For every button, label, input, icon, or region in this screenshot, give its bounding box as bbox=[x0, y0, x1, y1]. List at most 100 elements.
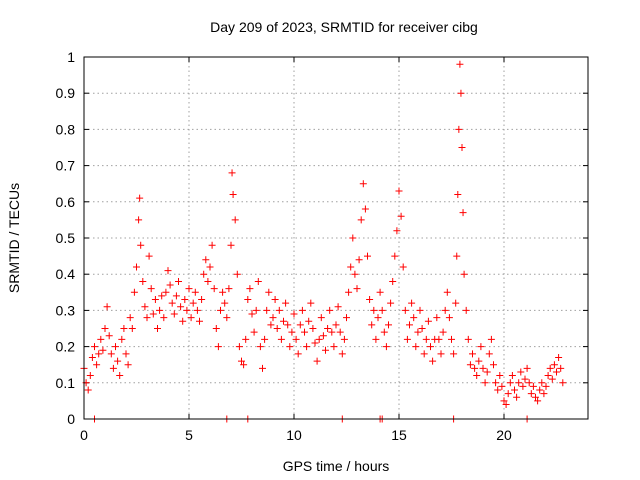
data-point bbox=[109, 364, 117, 372]
data-point bbox=[517, 368, 525, 376]
data-point bbox=[93, 361, 101, 369]
data-point bbox=[107, 350, 115, 358]
data-point bbox=[490, 361, 497, 369]
data-point bbox=[175, 277, 182, 285]
data-point bbox=[368, 321, 376, 329]
plot-frame bbox=[83, 56, 589, 420]
data-point bbox=[380, 328, 388, 336]
data-point bbox=[233, 270, 241, 278]
data-point bbox=[248, 310, 256, 318]
x-axis-label: GPS time / hours bbox=[283, 458, 390, 474]
y-axis-ticks: 0 0.1 0.2 0.3 0.4 0.5 0.6 0.7 0.8 0.9 1 bbox=[56, 49, 588, 427]
data-point bbox=[280, 317, 287, 325]
data-point bbox=[443, 288, 451, 296]
data-point bbox=[532, 393, 539, 401]
data-point bbox=[351, 270, 359, 278]
data-point bbox=[282, 299, 290, 307]
data-point bbox=[519, 382, 527, 390]
x-tick-label: 10 bbox=[286, 427, 302, 443]
data-point bbox=[168, 299, 176, 307]
data-point bbox=[317, 314, 325, 322]
data-point bbox=[143, 314, 151, 322]
data-point bbox=[454, 191, 462, 199]
data-point bbox=[88, 353, 96, 361]
y-tick-label: 0.5 bbox=[56, 230, 76, 246]
data-point bbox=[540, 390, 548, 398]
data-point bbox=[473, 372, 481, 380]
data-point bbox=[345, 288, 353, 296]
data-point bbox=[536, 386, 544, 394]
data-point bbox=[259, 364, 266, 372]
y-axis-label: SRMTID / TECUs bbox=[6, 183, 22, 293]
data-point bbox=[235, 343, 243, 351]
data-point bbox=[133, 263, 140, 271]
y-tick-label: 0.7 bbox=[56, 158, 76, 174]
data-point bbox=[485, 350, 493, 358]
data-point bbox=[130, 288, 138, 296]
data-point bbox=[149, 310, 157, 318]
data-point bbox=[267, 321, 275, 329]
data-point bbox=[254, 277, 262, 285]
data-point bbox=[219, 288, 227, 296]
data-point bbox=[457, 89, 465, 97]
data-point bbox=[401, 306, 409, 314]
data-point bbox=[498, 382, 506, 390]
data-point bbox=[336, 328, 344, 336]
data-point bbox=[214, 343, 222, 351]
data-point bbox=[221, 299, 229, 307]
data-point bbox=[193, 306, 201, 314]
data-point bbox=[456, 60, 464, 68]
data-point bbox=[164, 267, 172, 275]
data-point bbox=[158, 292, 166, 300]
data-point bbox=[487, 335, 495, 343]
data-point bbox=[555, 353, 563, 361]
data-point bbox=[189, 299, 197, 307]
data-point bbox=[252, 306, 260, 314]
data-point bbox=[217, 306, 224, 314]
data-point bbox=[183, 306, 191, 314]
data-point bbox=[422, 335, 430, 343]
data-point bbox=[340, 335, 348, 343]
data-point bbox=[124, 361, 132, 369]
data-point bbox=[160, 314, 168, 322]
data-point bbox=[322, 346, 329, 354]
data-point bbox=[453, 252, 461, 260]
y-tick-label: 0 bbox=[67, 411, 75, 427]
data-point bbox=[225, 285, 233, 293]
data-point bbox=[136, 194, 144, 202]
data-point bbox=[84, 386, 92, 394]
data-point bbox=[154, 325, 161, 332]
data-point bbox=[227, 241, 235, 249]
data-point bbox=[349, 234, 357, 242]
data-point bbox=[382, 343, 390, 351]
data-point bbox=[286, 343, 294, 351]
data-point bbox=[450, 350, 458, 358]
data-point bbox=[372, 335, 380, 343]
data-point bbox=[471, 364, 479, 372]
data-point bbox=[439, 328, 447, 336]
data-point bbox=[114, 357, 122, 365]
data-point bbox=[343, 314, 350, 322]
data-point bbox=[181, 296, 189, 304]
data-point bbox=[315, 335, 323, 343]
data-point bbox=[309, 325, 317, 332]
data-point bbox=[105, 332, 113, 340]
data-point bbox=[265, 288, 273, 296]
data-point bbox=[198, 296, 206, 304]
data-point bbox=[246, 285, 254, 293]
data-point bbox=[347, 263, 355, 271]
data-point bbox=[500, 397, 508, 405]
data-point bbox=[504, 390, 512, 398]
y-tick-label: 1 bbox=[67, 49, 75, 65]
data-point bbox=[437, 350, 445, 358]
data-point bbox=[550, 361, 558, 369]
data-point bbox=[357, 216, 365, 224]
data-point bbox=[307, 299, 315, 307]
data-point bbox=[445, 314, 453, 322]
y-tick-label: 0.9 bbox=[56, 85, 76, 101]
data-point bbox=[200, 270, 208, 278]
data-point bbox=[292, 335, 300, 343]
data-point bbox=[242, 335, 250, 343]
data-point bbox=[139, 277, 147, 285]
